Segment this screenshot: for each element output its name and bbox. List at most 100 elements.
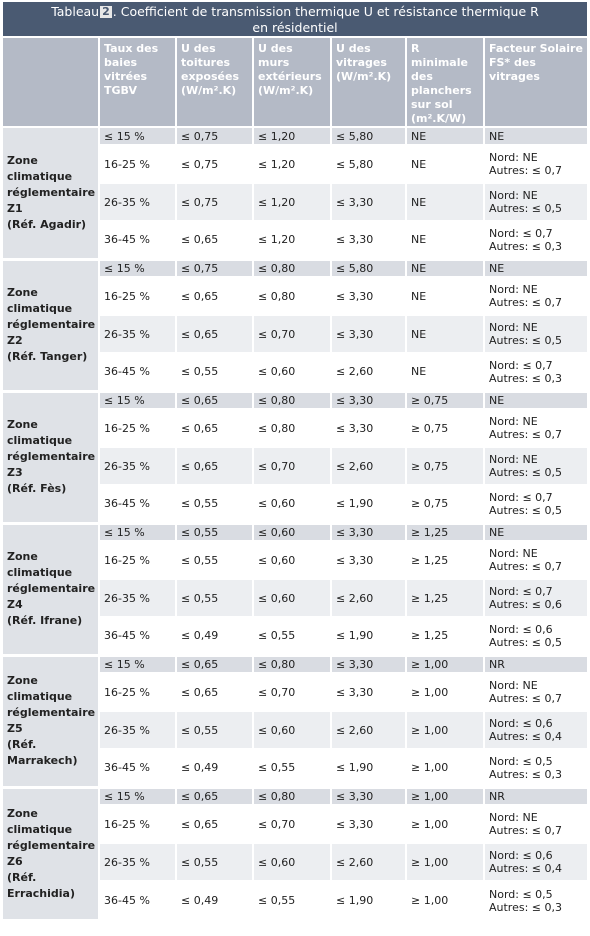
cell-r-planchers: ≥ 0,75 <box>405 484 484 523</box>
zone-label: Zone climatique réglementaire Z3 (Réf. Fès) <box>3 389 99 523</box>
facteur-solaire-line: Autres: ≤ 0,4 <box>489 862 562 875</box>
cell-tgbv: 16-25 % <box>98 804 176 843</box>
cell-tgbv: 16-25 % <box>98 276 176 315</box>
cell-r-planchers: ≥ 1,25 <box>405 578 484 617</box>
cell-u-toitures: ≤ 0,75 <box>175 182 253 221</box>
table-container: Tableau 2. Coefficient de transmission th… <box>3 2 587 919</box>
facteur-solaire-line: NR <box>489 789 505 803</box>
zone-label-line: Marrakech) <box>7 754 78 767</box>
table-title: Tableau 2. Coefficient de transmission th… <box>3 2 587 38</box>
facteur-solaire-line: NE <box>489 393 505 407</box>
cell-u-murs: ≤ 1,20 <box>252 220 331 259</box>
cell-r-planchers: ≥ 1,00 <box>405 804 484 843</box>
facteur-solaire-line: Nord: NE <box>489 151 538 164</box>
cell-u-murs: ≤ 0,60 <box>252 710 331 749</box>
table-row: Zone climatique réglementaire Z3 (Réf. Fès) ≤… <box>3 389 587 523</box>
cell-r-planchers: ≥ 0,75 <box>405 408 484 447</box>
zone-label-line: réglementaire <box>7 450 96 463</box>
table-row: Zone climatique réglementaire Z5 (Réf. Marrak… <box>3 653 587 787</box>
zone-label-line: (Réf. Ifrane) <box>7 614 83 627</box>
cell-tgbv: 36-45 % <box>98 484 176 523</box>
cell-u-vitrages: ≤ 3,30 <box>330 540 406 579</box>
cell-u-murs: ≤ 0,60 <box>252 484 331 523</box>
zone-label-line: Z4 <box>7 598 23 611</box>
cell-u-vitrages: ≤ 3,30 <box>330 408 406 447</box>
cell-tgbv: 36-45 % <box>98 220 176 259</box>
cell-u-vitrages: ≤ 3,30 <box>330 389 406 409</box>
cell-facteur-solaire: Nord: ≤ 0,6 Autres: ≤ 0,4 <box>483 710 587 749</box>
cell-u-vitrages: ≤ 3,30 <box>330 182 406 221</box>
cell-u-vitrages: ≤ 3,30 <box>330 672 406 711</box>
cell-r-planchers: NE <box>405 276 484 315</box>
zone-label-line: Zone <box>7 418 38 431</box>
cell-tgbv: 36-45 % <box>98 616 176 655</box>
table-row: 16-25 % ≤ 0,65 ≤ 0,80 ≤ 3,30 ≥ 0,75 Nord: NE A… <box>3 408 587 447</box>
facteur-solaire-line: NR <box>489 657 505 671</box>
cell-u-toitures: ≤ 0,65 <box>175 276 253 315</box>
facteur-solaire-line: Nord: NE <box>489 189 538 202</box>
cell-u-toitures: ≤ 0,65 <box>175 785 253 805</box>
cell-r-planchers: ≥ 1,25 <box>405 521 484 541</box>
table-row: 26-35 % ≤ 0,65 ≤ 0,70 ≤ 3,30 NE Nord: NE Autre… <box>3 314 587 353</box>
cell-u-toitures: ≤ 0,75 <box>175 126 253 145</box>
zone-label-line: Zone <box>7 550 38 563</box>
cell-u-toitures: ≤ 0,55 <box>175 521 253 541</box>
zone-label-line: réglementaire <box>7 318 96 331</box>
cell-u-murs: ≤ 0,80 <box>252 389 331 409</box>
cell-u-murs: ≤ 0,60 <box>252 352 331 391</box>
facteur-solaire-line: Nord: NE <box>489 453 538 466</box>
cell-facteur-solaire: Nord: ≤ 0,5 Autres: ≤ 0,3 <box>483 748 587 787</box>
facteur-solaire-line: Nord: NE <box>489 321 538 334</box>
facteur-solaire-line: Nord: ≤ 0,7 <box>489 358 553 372</box>
cell-tgbv: 26-35 % <box>98 314 176 353</box>
title-prefix: Tableau <box>51 4 100 19</box>
zone-label-line: climatique <box>7 566 73 579</box>
cell-u-murs: ≤ 0,60 <box>252 842 331 881</box>
cell-r-planchers: ≥ 1,00 <box>405 748 484 787</box>
cell-tgbv: 26-35 % <box>98 446 176 485</box>
facteur-solaire-line: Nord: ≤ 0,7 <box>489 490 553 504</box>
zone-label-line: réglementaire <box>7 582 96 595</box>
facteur-solaire-line: Nord: ≤ 0,6 <box>489 622 553 636</box>
cell-facteur-solaire: Nord: NE Autres: ≤ 0,7 <box>483 408 587 447</box>
cell-u-vitrages: ≤ 2,60 <box>330 446 406 485</box>
cell-tgbv: ≤ 15 % <box>98 126 176 145</box>
cell-u-murs: ≤ 0,80 <box>252 653 331 673</box>
cell-u-toitures: ≤ 0,55 <box>175 484 253 523</box>
zone-label-line: Zone <box>7 674 38 687</box>
cell-facteur-solaire: NE <box>483 521 587 541</box>
cell-u-murs: ≤ 1,20 <box>252 144 331 183</box>
cell-u-vitrages: ≤ 3,30 <box>330 276 406 315</box>
cell-facteur-solaire: Nord: ≤ 0,7 Autres: ≤ 0,6 <box>483 578 587 617</box>
cell-u-vitrages: ≤ 2,60 <box>330 578 406 617</box>
cell-tgbv: 16-25 % <box>98 540 176 579</box>
zone-label-line: Z3 <box>7 466 23 479</box>
table-row: 36-45 % ≤ 0,49 ≤ 0,55 ≤ 1,90 ≥ 1,00 Nord: ≤ 0… <box>3 748 587 787</box>
table-row: 16-25 % ≤ 0,55 ≤ 0,60 ≤ 3,30 ≥ 1,25 Nord: NE A… <box>3 540 587 579</box>
table-row: Zone climatique réglementaire Z4 (Réf. Ifran… <box>3 521 587 655</box>
zone-label-line: réglementaire <box>7 185 96 199</box>
facteur-solaire-line: Autres: ≤ 0,3 <box>489 767 562 781</box>
header-tgbv: Taux des baies vitrées TGBV <box>98 38 176 127</box>
cell-u-vitrages: ≤ 5,80 <box>330 257 406 277</box>
cell-u-vitrages: ≤ 1,90 <box>330 880 406 919</box>
cell-u-murs: ≤ 0,70 <box>252 446 331 485</box>
cell-r-planchers: ≥ 1,00 <box>405 672 484 711</box>
cell-r-planchers: NE <box>405 144 484 183</box>
cell-tgbv: ≤ 15 % <box>98 389 176 409</box>
cell-u-murs: ≤ 0,70 <box>252 804 331 843</box>
header-u-murs: U des murs extérieurs (W/m².K) <box>252 38 331 127</box>
cell-tgbv: ≤ 15 % <box>98 785 176 805</box>
table-body: Zone climatique réglementaire Z1 (Réf. Agadi… <box>3 126 587 919</box>
cell-u-murs: ≤ 0,80 <box>252 785 331 805</box>
facteur-solaire-line: Autres: ≤ 0,5 <box>489 334 562 347</box>
cell-u-toitures: ≤ 0,55 <box>175 842 253 881</box>
table-row: 16-25 % ≤ 0,65 ≤ 0,70 ≤ 3,30 ≥ 1,00 Nord: NE A… <box>3 672 587 711</box>
cell-u-vitrages: ≤ 1,90 <box>330 748 406 787</box>
cell-u-vitrages: ≤ 5,80 <box>330 126 406 145</box>
header-u-vitrages: U des vitrages (W/m².K) <box>330 38 406 127</box>
cell-u-vitrages: ≤ 2,60 <box>330 842 406 881</box>
facteur-solaire-line: Nord: NE <box>489 811 538 824</box>
table-row: Zone climatique réglementaire Z2 (Réf. Tange… <box>3 257 587 391</box>
cell-u-vitrages: ≤ 3,30 <box>330 653 406 673</box>
